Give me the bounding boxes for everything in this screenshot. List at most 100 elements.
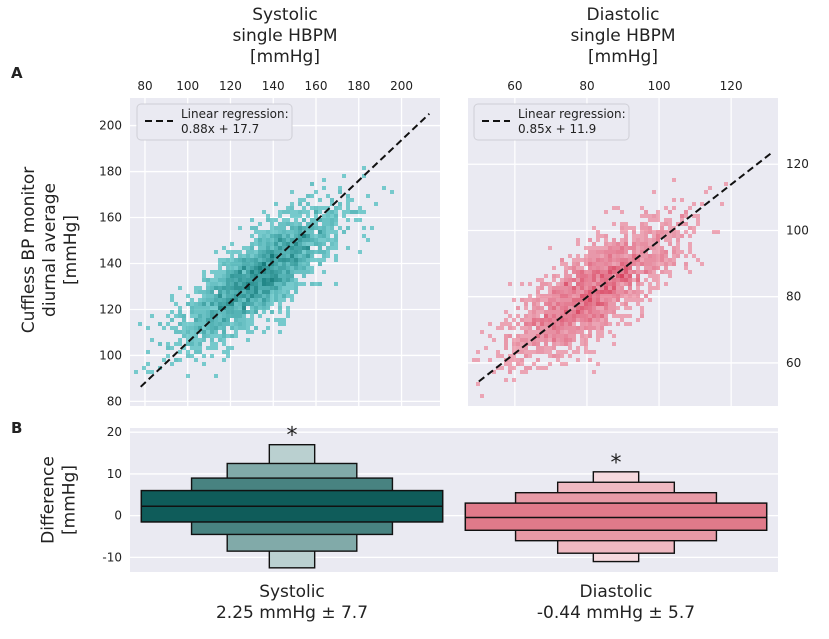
- density-cell: [246, 274, 250, 278]
- density-cell: [472, 358, 476, 362]
- density-cell: [512, 378, 516, 382]
- density-cell: [278, 318, 282, 322]
- density-cell: [608, 302, 612, 306]
- density-cell: [334, 234, 338, 238]
- density-cell: [270, 274, 274, 278]
- density-cell: [660, 254, 664, 258]
- legend-box: [473, 103, 630, 141]
- density-cell: [218, 298, 222, 302]
- density-cell: [266, 302, 270, 306]
- density-cell: [182, 314, 186, 318]
- density-cell: [636, 246, 640, 250]
- density-cell: [230, 266, 234, 270]
- density-cell: [258, 286, 262, 290]
- density-cell: [592, 266, 596, 270]
- density-cell: [298, 238, 302, 242]
- density-cell: [652, 246, 656, 250]
- density-cell: [568, 254, 572, 258]
- density-cell: [306, 258, 310, 262]
- density-cell: [632, 238, 636, 242]
- density-cell: [608, 274, 612, 278]
- density-cell: [600, 258, 604, 262]
- density-cell: [206, 318, 210, 322]
- density-cell: [226, 278, 230, 282]
- density-cell: [536, 314, 540, 318]
- density-cell: [262, 278, 266, 282]
- density-cell: [262, 234, 266, 238]
- density-cell: [334, 258, 338, 262]
- density-cell: [532, 322, 536, 326]
- density-cell: [330, 222, 334, 226]
- density-cell: [584, 310, 588, 314]
- panel-label-b: B: [11, 419, 22, 437]
- density-cell: [250, 302, 254, 306]
- density-cell: [326, 234, 330, 238]
- density-cell: [226, 350, 230, 354]
- density-cell: [612, 282, 616, 286]
- density-cell: [604, 302, 608, 306]
- density-cell: [540, 326, 544, 330]
- density-cell: [528, 330, 532, 334]
- density-cell: [278, 290, 282, 294]
- density-cell: [548, 286, 552, 290]
- density-cell: [262, 274, 266, 278]
- density-cell: [540, 318, 544, 322]
- density-cell: [572, 306, 576, 310]
- density-cell: [536, 326, 540, 330]
- density-cell: [222, 358, 226, 362]
- density-cell: [656, 266, 660, 270]
- density-cell: [282, 286, 286, 290]
- density-cell: [576, 270, 580, 274]
- density-cell: [198, 306, 202, 310]
- category-label: Diastolic: [580, 582, 653, 602]
- density-cell: [150, 338, 154, 342]
- boxen-core: [464, 502, 768, 531]
- density-cell: [552, 346, 556, 350]
- density-cell: [556, 326, 560, 330]
- density-cell: [238, 302, 242, 306]
- density-cell: [588, 250, 592, 254]
- density-cell: [536, 278, 540, 282]
- density-cell: [318, 238, 322, 242]
- density-cell: [632, 226, 636, 230]
- density-cell: [278, 230, 282, 234]
- density-cell: [198, 318, 202, 322]
- density-cell: [568, 282, 572, 286]
- density-cell: [672, 234, 676, 238]
- y-axis-label: [mmHg]: [61, 215, 81, 285]
- density-cell: [608, 258, 612, 262]
- density-cell: [254, 294, 258, 298]
- density-cell: [142, 366, 146, 370]
- density-cell: [656, 262, 660, 266]
- density-cell: [520, 326, 524, 330]
- density-cell: [580, 274, 584, 278]
- y-tick-label: 200: [99, 119, 122, 133]
- density-cell: [480, 330, 484, 334]
- density-cell: [230, 250, 234, 254]
- density-cell: [302, 266, 306, 270]
- density-cell: [596, 266, 600, 270]
- density-cell: [338, 206, 342, 210]
- density-cell: [306, 202, 310, 206]
- density-cell: [262, 210, 266, 214]
- density-cell: [640, 222, 644, 226]
- density-cell: [600, 266, 604, 270]
- density-cell: [326, 238, 330, 242]
- density-cell: [572, 302, 576, 306]
- density-cell: [528, 310, 532, 314]
- density-cell: [628, 306, 632, 310]
- density-cell: [278, 258, 282, 262]
- density-cell: [616, 242, 620, 246]
- density-cell: [270, 254, 274, 258]
- density-cell: [708, 186, 712, 190]
- density-cell: [198, 346, 202, 350]
- density-cell: [238, 254, 242, 258]
- density-cell: [524, 334, 528, 338]
- density-cell: [652, 254, 656, 258]
- density-cell: [202, 290, 206, 294]
- density-cell: [560, 326, 564, 330]
- density-cell: [234, 258, 238, 262]
- density-cell: [206, 282, 210, 286]
- density-cell: [672, 178, 676, 182]
- density-cell: [294, 246, 298, 250]
